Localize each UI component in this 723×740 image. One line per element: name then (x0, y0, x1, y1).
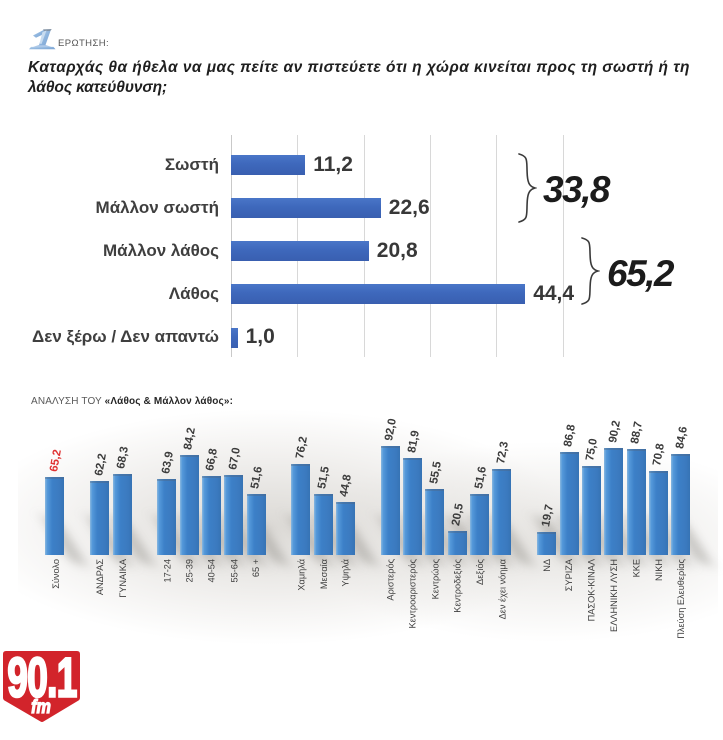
svg-text:90.1: 90.1 (7, 647, 77, 709)
svg-text:fm: fm (31, 696, 51, 718)
